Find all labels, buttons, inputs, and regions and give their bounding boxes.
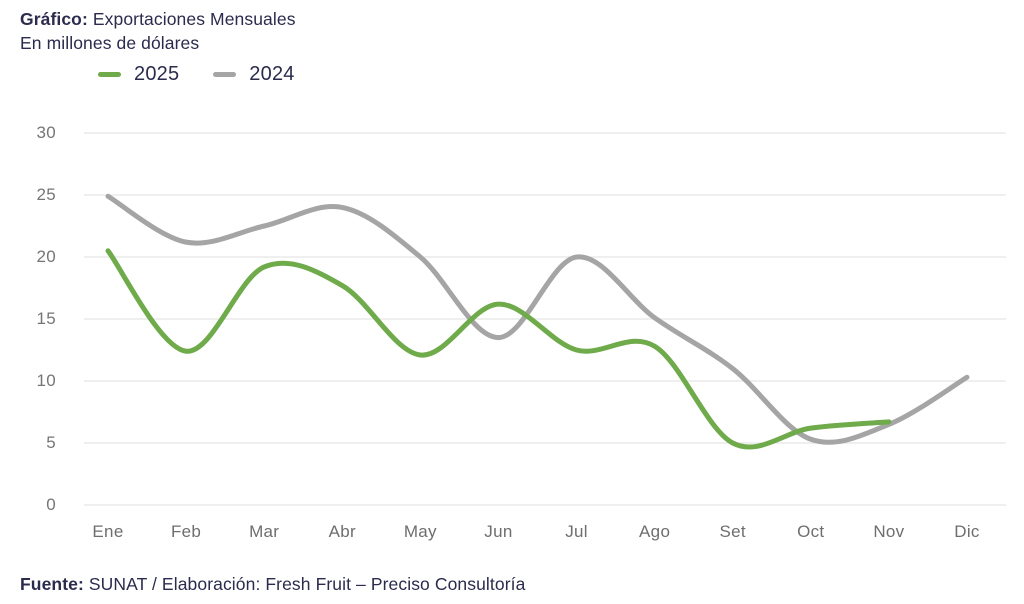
chart-title: Gráfico: Exportaciones Mensuales	[20, 7, 296, 31]
legend-item-2024: 2024	[213, 63, 294, 86]
series-line-2025	[105, 248, 892, 450]
chart-source: Fuente: SUNAT / Elaboración: Fresh Fruit…	[20, 574, 525, 595]
y-axis-tick-label: 15	[36, 309, 56, 328]
legend-label-2024: 2024	[249, 63, 295, 85]
x-axis-tick-label: Mar	[249, 522, 280, 541]
x-axis-tick-label: Feb	[170, 522, 202, 541]
chart-title-prefix: Gráfico:	[20, 9, 88, 29]
chart-title-block: Gráfico: Exportaciones Mensuales En mill…	[20, 7, 296, 55]
chart-subtitle: En millones de dólares	[20, 33, 200, 53]
x-axis-tick-label: Jul	[565, 522, 588, 541]
chart-source-text: SUNAT / Elaboración: Fresh Fruit – Preci…	[83, 574, 526, 594]
chart-source-prefix: Fuente:	[20, 574, 84, 594]
y-axis-tick-label: 5	[46, 433, 56, 452]
x-axis-tick-label: Ene	[92, 522, 124, 541]
y-axis-tick-label: 30	[36, 123, 56, 142]
y-axis-tick-label: 0	[46, 495, 56, 514]
legend-item-2025: 2025	[98, 63, 179, 86]
x-axis-tick-label: Set	[719, 522, 746, 541]
x-axis-tick-label: Oct	[797, 522, 825, 541]
legend-swatch-2024-icon	[213, 72, 237, 77]
legend-label-2025: 2025	[134, 63, 180, 85]
x-axis-tick-label: Abr	[328, 522, 356, 541]
y-axis-tick-label: 10	[36, 371, 56, 390]
x-axis-tick-label: Dic	[954, 522, 980, 541]
x-axis-tick-label: May	[403, 522, 437, 541]
series-line-2024	[105, 193, 970, 445]
chart-legend: 2025 2024	[98, 63, 295, 86]
x-axis-tick-label: Ago	[639, 522, 671, 541]
legend-swatch-2025-icon	[98, 72, 121, 77]
x-axis-tick-label: Nov	[873, 522, 905, 541]
y-axis-tick-label: 25	[36, 185, 56, 204]
y-axis-tick-label: 20	[36, 247, 56, 266]
chart-title-text: Exportaciones Mensuales	[87, 9, 296, 29]
x-axis-tick-label: Jun	[484, 522, 513, 541]
